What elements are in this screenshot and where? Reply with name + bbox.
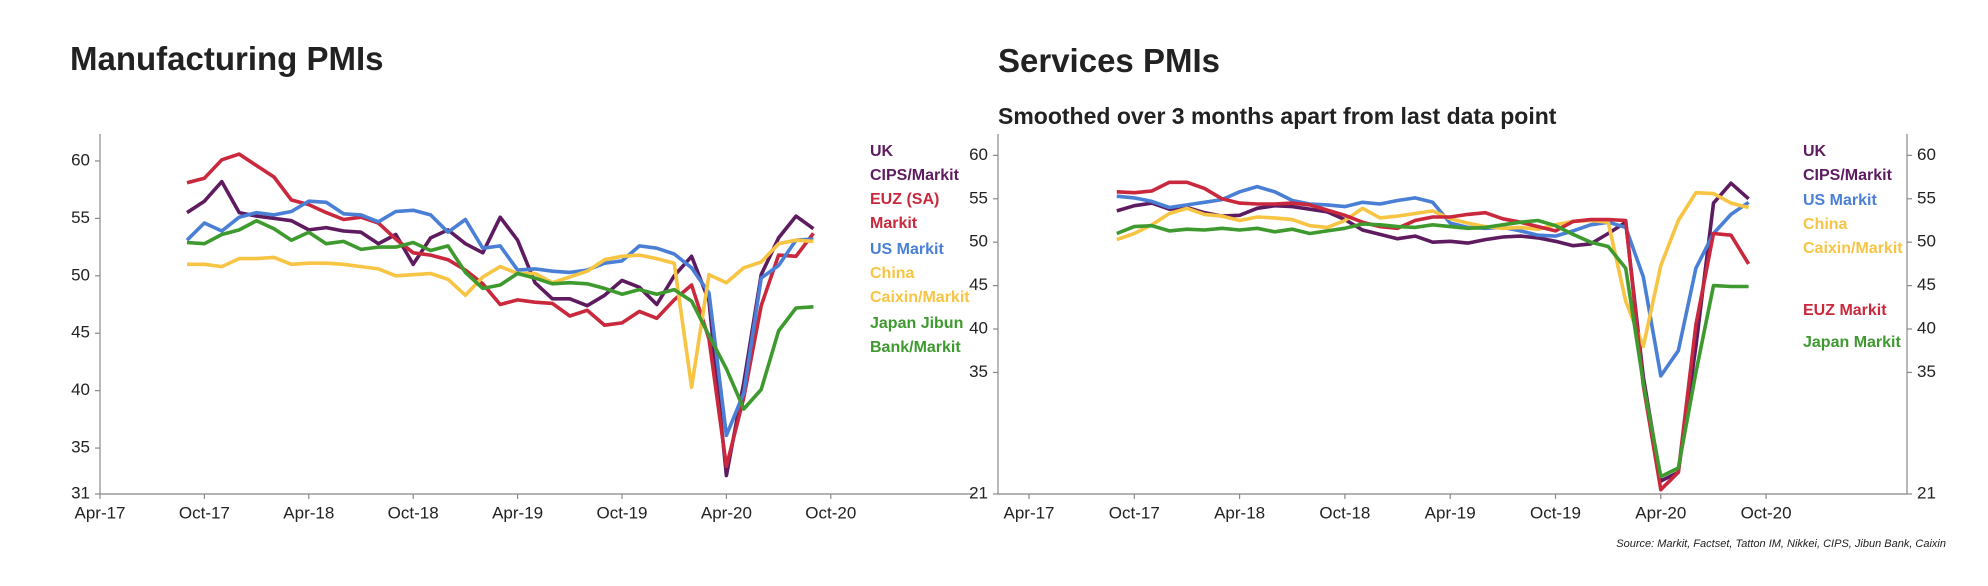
x-tick-label: Oct-18 bbox=[1319, 503, 1370, 522]
legend-entry: EUZ (SA) Markit bbox=[870, 191, 940, 232]
y-tick-label-right: 55 bbox=[1917, 188, 1936, 207]
legend-entry: US Markit bbox=[870, 241, 944, 258]
y-tick-label: 45 bbox=[71, 323, 90, 342]
y-tick-label-right: 35 bbox=[1917, 362, 1936, 381]
x-tick-label: Apr-20 bbox=[1635, 503, 1686, 522]
y-tick-label: 35 bbox=[969, 362, 988, 381]
y-tick-label: 40 bbox=[71, 380, 90, 399]
y-tick-label-right: 60 bbox=[1917, 145, 1936, 164]
legend-entry: China Caixin/Markit bbox=[870, 265, 970, 306]
x-tick-label: Oct-19 bbox=[596, 503, 647, 522]
legend-entry: Japan Markit bbox=[1803, 334, 1901, 351]
series-line bbox=[1116, 218, 1749, 479]
y-tick-label: 45 bbox=[969, 275, 988, 294]
series-line bbox=[186, 218, 814, 411]
y-tick-label-right: 50 bbox=[1917, 232, 1936, 251]
source-note: Source: Markit, Factset, Tatton IM, Nikk… bbox=[1616, 538, 1946, 550]
x-tick-label: Apr-18 bbox=[1214, 503, 1265, 522]
y-tick-label-right: 45 bbox=[1917, 275, 1936, 294]
y-tick-label: 60 bbox=[969, 145, 988, 164]
x-tick-label: Oct-17 bbox=[1109, 503, 1160, 522]
y-tick-label: 55 bbox=[71, 208, 90, 227]
x-tick-label: Apr-20 bbox=[701, 503, 752, 522]
chart-title: Manufacturing PMIs bbox=[70, 40, 384, 77]
x-tick-label: Apr-19 bbox=[492, 503, 543, 522]
y-tick-label-right: 40 bbox=[1917, 319, 1936, 338]
x-tick-label: Apr-19 bbox=[1425, 503, 1476, 522]
y-tick-label: 31 bbox=[71, 483, 90, 502]
y-tick-label-right: 21 bbox=[1917, 483, 1936, 502]
chart-subtitle: Smoothed over 3 months apart from last d… bbox=[998, 103, 1557, 129]
x-tick-label: Oct-20 bbox=[1741, 503, 1792, 522]
chart-title: Services PMIs bbox=[998, 42, 1220, 79]
y-tick-label: 35 bbox=[71, 438, 90, 457]
x-tick-label: Apr-17 bbox=[74, 503, 125, 522]
y-tick-label: 21 bbox=[969, 483, 988, 502]
x-tick-label: Oct-17 bbox=[179, 503, 230, 522]
series-line bbox=[185, 199, 814, 438]
x-tick-label: Oct-20 bbox=[805, 503, 856, 522]
legend-entry: EUZ Markit bbox=[1803, 302, 1887, 319]
legend-entry: UK CIPS/Markit bbox=[870, 143, 959, 184]
series-line bbox=[187, 238, 814, 389]
series-line bbox=[1116, 190, 1750, 349]
legend-entry: Japan Jibun Bank/Markit bbox=[870, 315, 964, 356]
y-tick-label: 50 bbox=[71, 265, 90, 284]
y-tick-label: 50 bbox=[969, 232, 988, 251]
legend-entry: China Caixin/Markit bbox=[1803, 216, 1903, 257]
x-tick-label: Apr-17 bbox=[1003, 503, 1054, 522]
y-tick-label: 60 bbox=[71, 150, 90, 169]
y-tick-label: 55 bbox=[969, 188, 988, 207]
legend-entry: US Markit bbox=[1803, 192, 1877, 209]
series-line bbox=[186, 179, 815, 478]
x-tick-label: Oct-19 bbox=[1530, 503, 1581, 522]
legend-entry: UK CIPS/Markit bbox=[1803, 143, 1892, 184]
series-line bbox=[186, 152, 815, 469]
x-tick-label: Apr-18 bbox=[283, 503, 334, 522]
y-tick-label: 40 bbox=[969, 319, 988, 338]
x-tick-label: Oct-18 bbox=[388, 503, 439, 522]
